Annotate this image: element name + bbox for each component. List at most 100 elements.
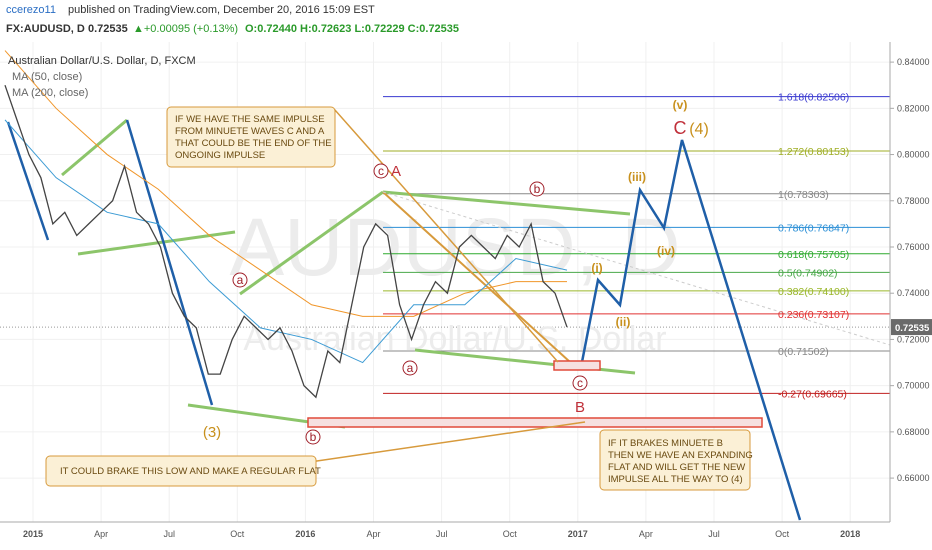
callout-text: THAT COULD BE THE END OF THE [175, 138, 332, 149]
wave-labels: c A b a a b (3) c B (i) (ii) (iii) (iv) … [203, 98, 709, 445]
wave-arrow [6, 121, 50, 241]
series [4, 50, 568, 399]
x-tick-label: 2015 [23, 529, 43, 539]
x-tick-label: 2016 [295, 529, 315, 539]
x-tick-label: Oct [230, 529, 245, 539]
callout-box [45, 455, 317, 487]
axes: 0.84000 0.82000 0.80000 0.78000 0.76000 0.740… [23, 57, 932, 539]
y-tick-label: 0.82000 [897, 103, 930, 113]
wave-arrow [580, 139, 802, 521]
callout-text: IMPULSE ALL THE WAY TO (4) [608, 474, 743, 485]
y-tick-label: 0.68000 [897, 427, 930, 437]
fib-label: -0.27(0.69665) [778, 388, 847, 400]
callout-text: IF WE HAVE THE SAME IMPULSE [175, 114, 325, 125]
callout-pointer [309, 421, 586, 463]
callout-box [166, 106, 336, 168]
wave-label: (iv) [657, 244, 675, 258]
fib-label: 0(0.71502) [778, 346, 829, 358]
moving-average [4, 50, 567, 317]
fib-label: 1.618(0.82506) [778, 92, 849, 104]
callout-box [599, 429, 751, 491]
x-tick-label: Apr [94, 529, 108, 539]
wave-label: C [674, 118, 687, 138]
wave-circle [529, 181, 545, 197]
fib-label: 1.272(0.80153) [778, 146, 849, 158]
trend-line [61, 118, 128, 177]
x-tick-label: 2018 [840, 529, 860, 539]
wave-circle [305, 429, 321, 445]
price-line [4, 85, 568, 399]
wave-circle [572, 375, 588, 391]
wave-label: (3) [203, 424, 221, 441]
x-tick-label: Oct [503, 529, 518, 539]
drawings [6, 109, 891, 521]
symbol: FX:AUDUSD, D [6, 23, 85, 35]
last-price-label: 0.72535 [895, 323, 930, 334]
wave-label: (v) [673, 98, 688, 112]
y-tick-label: 0.70000 [897, 381, 930, 391]
wave-arrow [125, 119, 214, 406]
x-tick-label: Apr [366, 529, 380, 539]
callout-text: ONGOING IMPULSE [175, 150, 265, 161]
target-box [553, 360, 601, 371]
x-tick-label: Jul [708, 529, 720, 539]
wave-label: B [575, 399, 585, 416]
x-tick-label: Jul [436, 529, 448, 539]
trend-line [239, 190, 384, 296]
fib-label: 0.786(0.76847) [778, 222, 849, 234]
trend-line [382, 191, 891, 346]
moving-average [4, 119, 568, 364]
x-tick-label: Jul [163, 529, 175, 539]
legend: Australian Dollar/U.S. Dollar, D, FXCM MA… [8, 55, 196, 99]
callout-text: FROM MINUETE WAVES C AND A [175, 126, 325, 137]
legend-entry: MA (200, close) [12, 87, 88, 99]
callout-text: FLAT AND WILL GET THE NEW [608, 462, 745, 473]
legend-entry: MA (50, close) [12, 71, 82, 83]
wave-label: (4) [689, 121, 709, 138]
wave-circle [402, 360, 418, 376]
fib-label: 0.236(0.73107) [778, 309, 849, 321]
price: 0.72535 [88, 23, 128, 35]
wave-circle [232, 272, 248, 288]
y-tick-label: 0.76000 [897, 242, 930, 252]
ohlc: O:0.72440 H:0.72623 L:0.72229 C:0.72535 [245, 23, 459, 35]
legend-entry: Australian Dollar/U.S. Dollar, D, FXCM [8, 55, 196, 67]
fib-label: 0.618(0.75705) [778, 249, 849, 261]
x-tick-label: Oct [775, 529, 790, 539]
trend-line [77, 230, 236, 256]
change: ▲+0.00095 (+0.13%) [133, 23, 238, 35]
wave-label: a [407, 361, 414, 375]
fib-label: 1(0.78303) [778, 189, 829, 201]
trend-line [382, 191, 571, 363]
fib-levels: 1.618(0.82506) 1.272(0.80153) 1(0.78303) 0.… [383, 92, 890, 400]
wave-label: (i) [591, 261, 602, 275]
callout-text: IF IT BRAKES MINUETE B [608, 438, 723, 449]
author: ccerezo11 [6, 4, 56, 16]
y-tick-label: 0.84000 [897, 57, 930, 67]
wave-label: a [237, 273, 244, 287]
wave-label: b [534, 182, 541, 196]
wave-label: (iii) [628, 170, 646, 184]
watermark: AUDUSD, D [229, 202, 680, 293]
wave-label: A [391, 163, 401, 180]
wave-label: c [378, 164, 384, 178]
trend-line [382, 190, 631, 216]
y-tick-label: 0.74000 [897, 288, 930, 298]
wave-label: b [310, 430, 317, 444]
published: published on TradingView.com, December 2… [68, 4, 375, 16]
callout-text: IT COULD BRAKE THIS LOW AND MAKE A REGUL… [60, 466, 321, 477]
y-tick-label: 0.80000 [897, 150, 930, 160]
y-tick-label: 0.66000 [897, 473, 930, 483]
price-axis [890, 42, 932, 550]
low-box [307, 417, 763, 428]
x-tick-label: Apr [639, 529, 653, 539]
fib-label: 0.5(0.74902) [778, 267, 838, 279]
wave-circle [373, 163, 389, 179]
header [0, 0, 932, 40]
y-tick-label: 0.78000 [897, 196, 930, 206]
watermark-sub: Australian Dollar/U.S. Dollar [243, 320, 666, 358]
last-price-tag [891, 319, 932, 336]
wave-label: (ii) [616, 315, 631, 329]
